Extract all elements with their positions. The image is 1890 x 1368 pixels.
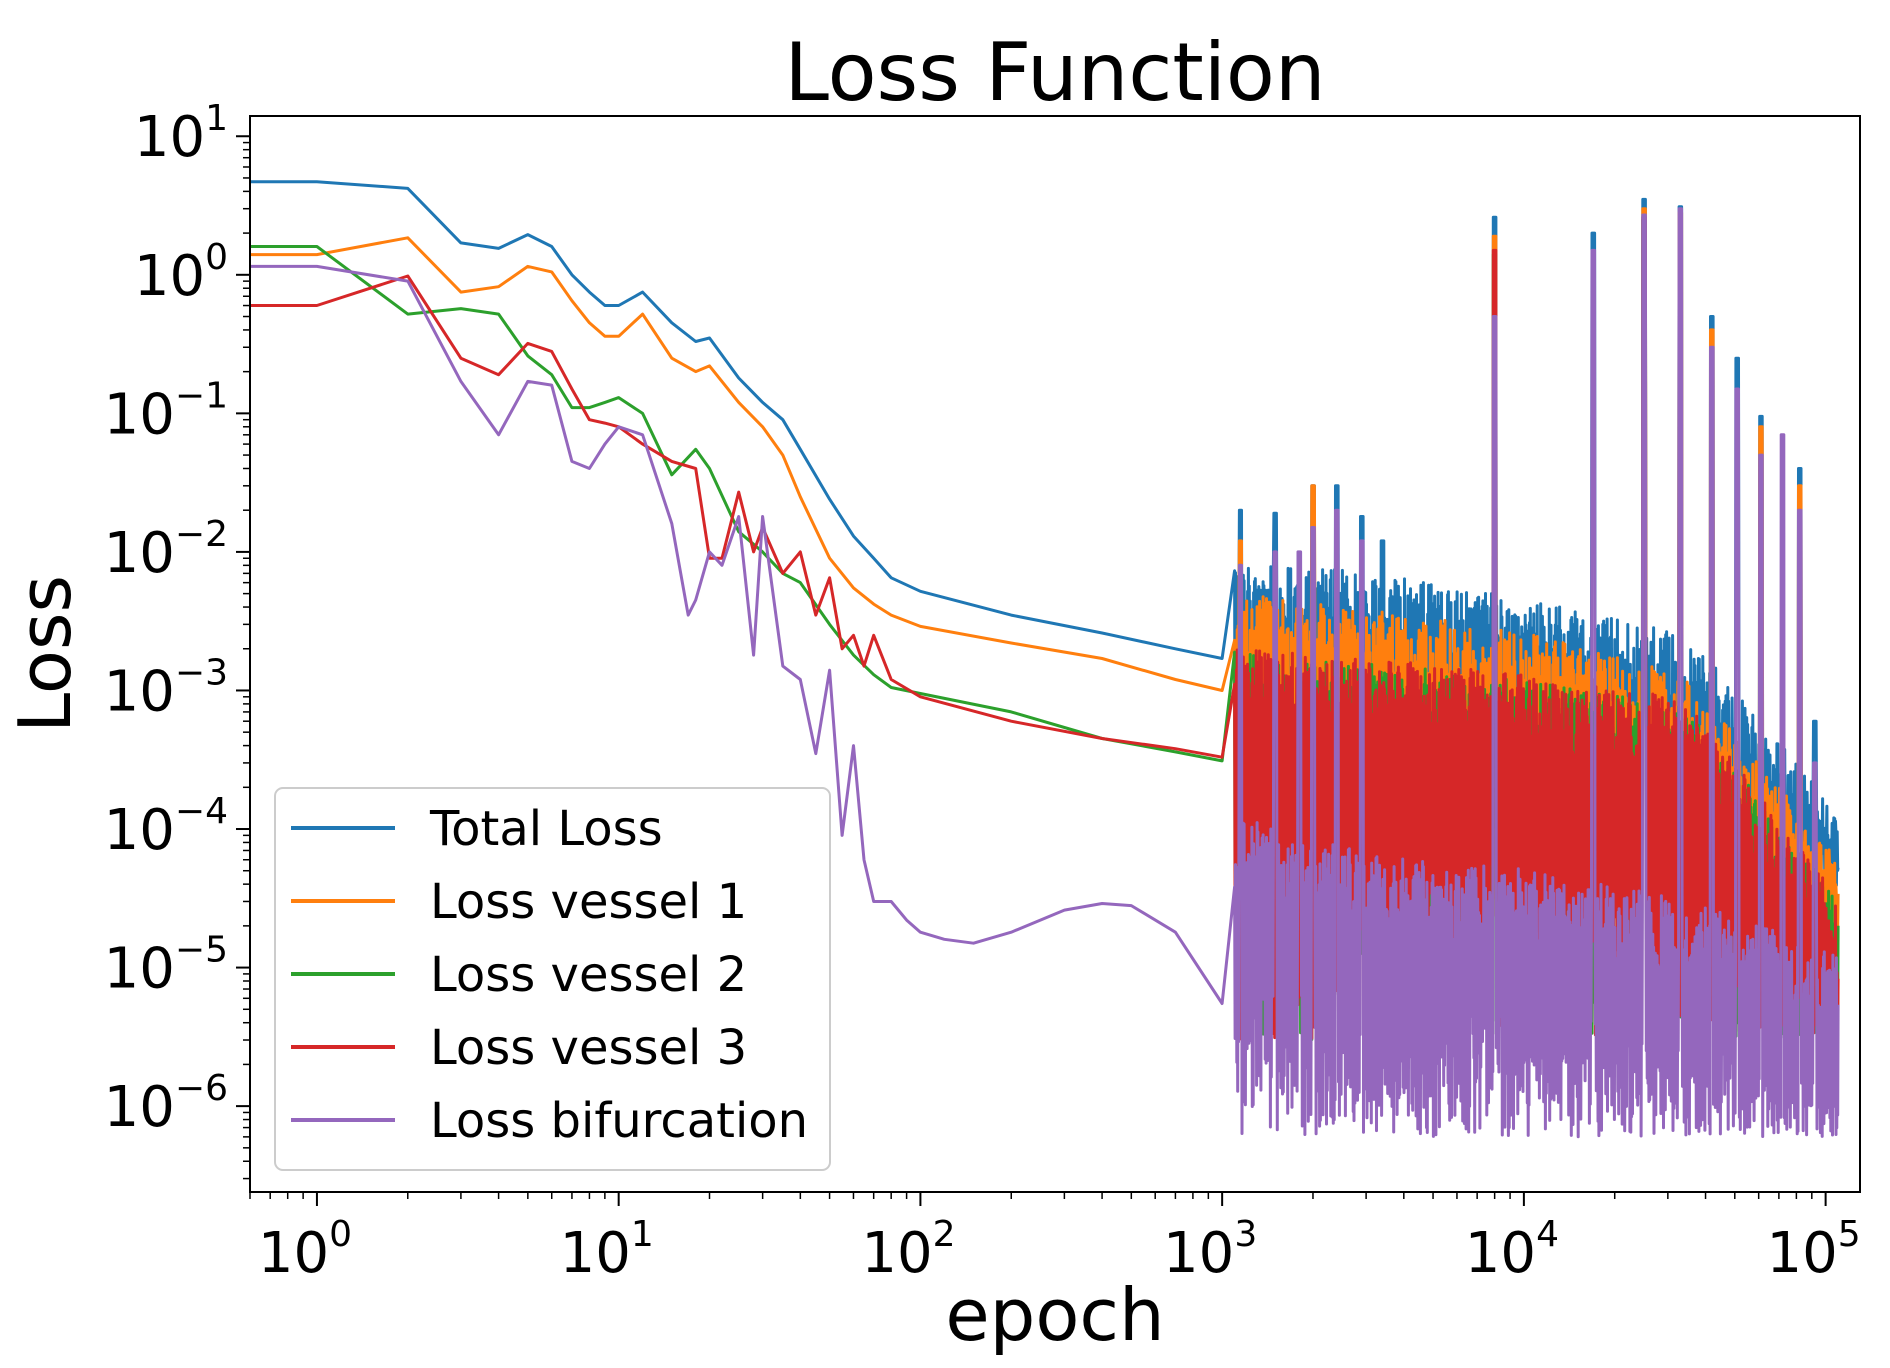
legend-label: Total Loss bbox=[429, 801, 663, 857]
x-tick-label: 104 bbox=[1465, 1214, 1559, 1286]
y-tick-label: 100 bbox=[134, 237, 228, 309]
y-tick-label: 10−3 bbox=[104, 652, 228, 724]
x-axis-label: epoch bbox=[945, 1273, 1164, 1357]
y-tick-label: 101 bbox=[134, 98, 228, 170]
x-tick-label: 102 bbox=[861, 1214, 955, 1286]
y-tick-label: 10−5 bbox=[104, 930, 228, 1002]
y-axis-label: Loss bbox=[3, 575, 87, 733]
legend-label: Loss bifurcation bbox=[430, 1093, 808, 1149]
plot-area bbox=[250, 180, 1840, 1139]
x-tick-label: 105 bbox=[1767, 1214, 1861, 1286]
x-axis: 100 101 102 103 104 105 bbox=[249, 1192, 1861, 1286]
legend: Total Loss Loss vessel 1 Loss vessel 2 Loss… bbox=[274, 787, 831, 1171]
x-tick-label: 103 bbox=[1163, 1214, 1257, 1286]
legend-label: Loss vessel 3 bbox=[430, 1020, 747, 1076]
y-tick-label: 10−4 bbox=[104, 791, 228, 863]
series-line-loss-bifurcation bbox=[250, 207, 1840, 1139]
chart-title: Loss Function bbox=[784, 26, 1325, 119]
y-tick-label: 10−2 bbox=[104, 514, 228, 586]
y-tick-label: 10−6 bbox=[104, 1068, 228, 1140]
plot-frame bbox=[249, 115, 1861, 1193]
legend-label: Loss vessel 1 bbox=[430, 874, 747, 930]
legend-box bbox=[274, 787, 831, 1171]
legend-label: Loss vessel 2 bbox=[430, 947, 747, 1003]
x-tick-label: 101 bbox=[560, 1214, 654, 1286]
x-tick-label: 100 bbox=[258, 1214, 352, 1286]
y-axis: 101 100 10−1 10−2 10−3 10−4 10−5 10−6 bbox=[104, 98, 250, 1180]
y-tick-label: 10−1 bbox=[104, 375, 228, 447]
